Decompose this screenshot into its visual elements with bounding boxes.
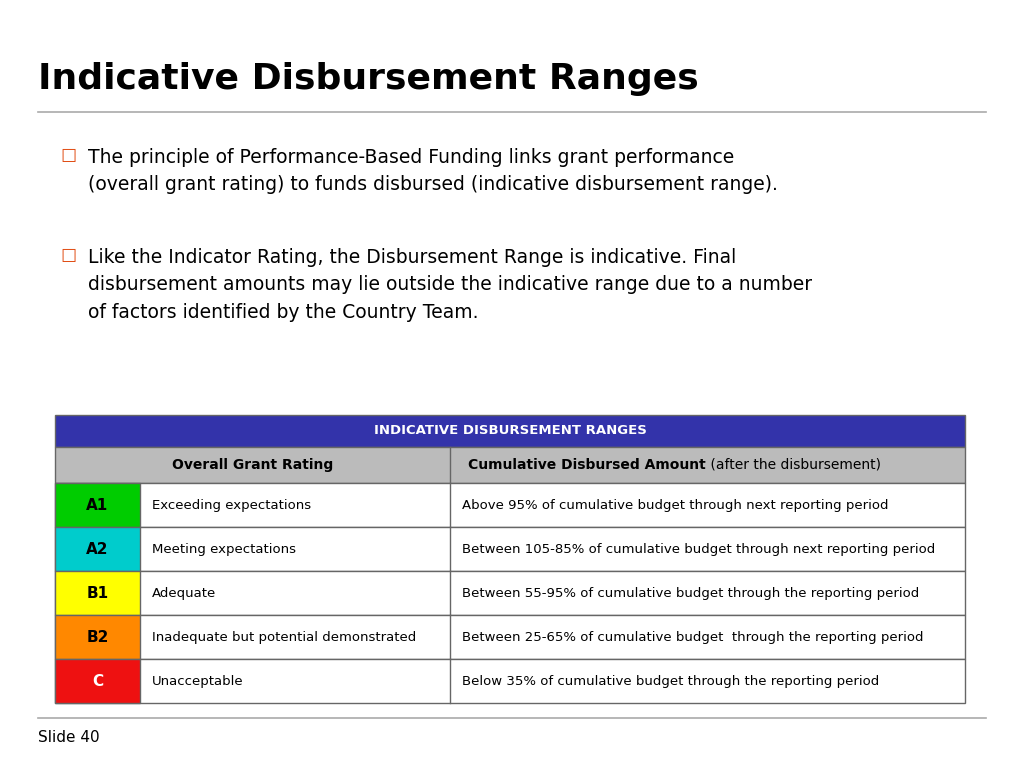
Bar: [55, 447, 965, 483]
Bar: [55, 483, 965, 527]
Text: ☐: ☐: [60, 248, 76, 266]
Text: Between 25-65% of cumulative budget  through the reporting period: Between 25-65% of cumulative budget thro…: [462, 631, 924, 644]
Text: Meeting expectations: Meeting expectations: [152, 542, 296, 555]
Text: Between 55-95% of cumulative budget through the reporting period: Between 55-95% of cumulative budget thro…: [462, 587, 920, 600]
Text: A1: A1: [86, 498, 109, 512]
Text: Exceeding expectations: Exceeding expectations: [152, 498, 311, 511]
Text: Adequate: Adequate: [152, 587, 216, 600]
Text: Slide 40: Slide 40: [38, 730, 99, 745]
Bar: [55, 527, 965, 571]
Bar: [55, 483, 140, 527]
Text: Below 35% of cumulative budget through the reporting period: Below 35% of cumulative budget through t…: [462, 674, 880, 687]
Text: Between 105-85% of cumulative budget through next reporting period: Between 105-85% of cumulative budget thr…: [462, 542, 935, 555]
Text: B1: B1: [86, 585, 109, 601]
Text: Above 95% of cumulative budget through next reporting period: Above 95% of cumulative budget through n…: [462, 498, 889, 511]
Text: Indicative Disbursement Ranges: Indicative Disbursement Ranges: [38, 62, 698, 96]
Text: The principle of Performance-Based Funding links grant performance
(overall gran: The principle of Performance-Based Fundi…: [88, 148, 778, 194]
Text: Overall Grant Rating: Overall Grant Rating: [172, 458, 333, 472]
Bar: [55, 571, 965, 615]
Bar: [55, 615, 140, 659]
Bar: [55, 527, 140, 571]
Text: (after the disbursement): (after the disbursement): [706, 458, 881, 472]
Bar: [55, 659, 965, 703]
Bar: [55, 659, 140, 703]
Text: Unacceptable: Unacceptable: [152, 674, 244, 687]
Bar: [55, 571, 140, 615]
Bar: [55, 415, 965, 447]
Text: Cumulative Disbursed Amount: Cumulative Disbursed Amount: [468, 458, 706, 472]
Text: B2: B2: [86, 630, 109, 644]
Text: ☐: ☐: [60, 148, 76, 166]
Text: Inadequate but potential demonstrated: Inadequate but potential demonstrated: [152, 631, 416, 644]
Text: INDICATIVE DISBURSEMENT RANGES: INDICATIVE DISBURSEMENT RANGES: [374, 425, 646, 438]
Bar: [55, 615, 965, 659]
Text: A2: A2: [86, 541, 109, 557]
Text: Like the Indicator Rating, the Disbursement Range is indicative. Final
disbursem: Like the Indicator Rating, the Disbursem…: [88, 248, 812, 322]
Text: C: C: [92, 674, 103, 688]
